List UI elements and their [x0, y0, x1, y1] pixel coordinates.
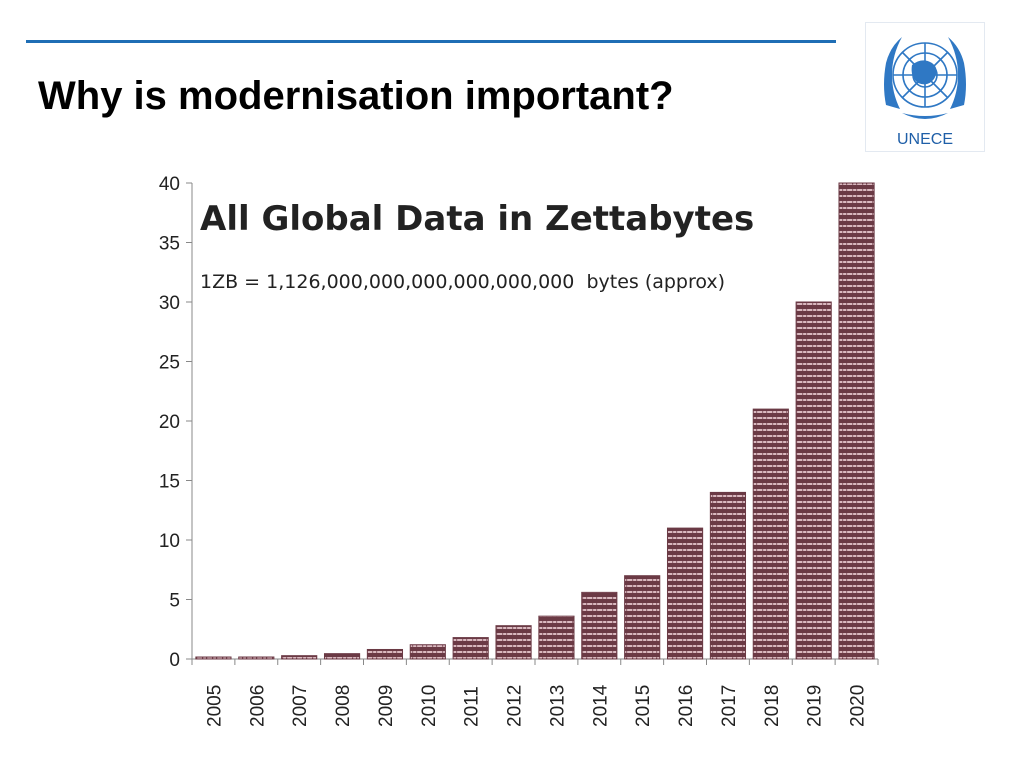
y-tick-label: 20	[159, 412, 180, 433]
y-tick-label: 25	[159, 353, 180, 374]
bar-2014	[581, 591, 618, 660]
top-rule	[26, 40, 836, 43]
bars	[195, 182, 875, 660]
y-tick-label: 10	[159, 531, 180, 552]
bar-2019	[795, 301, 832, 660]
x-tick-label: 2019	[805, 685, 826, 727]
x-tick-label: 2008	[333, 685, 354, 727]
x-tick-label: 2007	[290, 685, 311, 727]
y-tick-label: 5	[169, 591, 180, 612]
bar-2016	[666, 527, 704, 660]
x-axis: 2005 2006 2007 2008 2009 2010 2011 2012 2013 2014…	[191, 658, 879, 727]
x-tick-label: 2009	[376, 685, 397, 727]
bar-2012	[495, 625, 532, 660]
y-tick-label: 35	[159, 234, 180, 255]
y-tick-label: 40	[159, 174, 180, 195]
x-tick-label: 2005	[204, 685, 225, 727]
bar-2011	[452, 637, 489, 660]
bar-2013	[538, 615, 575, 660]
bar-2007	[281, 655, 318, 660]
x-tick-label: 2015	[633, 685, 654, 727]
bar-2015	[624, 575, 661, 660]
x-tick-label: 2014	[590, 684, 611, 727]
y-tick-label: 15	[159, 472, 180, 493]
bar-2018	[752, 408, 789, 660]
chart-subtitle: 1ZB = 1,126,000,000,000,000,000,000 byte…	[200, 271, 725, 293]
slide-title: Why is modernisation important?	[38, 74, 674, 118]
bar-2009	[366, 648, 404, 660]
x-tick-label: 2013	[547, 685, 568, 727]
bar-2017	[709, 491, 747, 660]
bar-2008	[323, 653, 361, 660]
bar-2005	[195, 656, 232, 660]
x-tick-label: 2018	[762, 685, 783, 727]
x-tick-label: 2011	[462, 686, 483, 727]
chart-title: All Global Data in Zettabytes	[200, 199, 754, 239]
y-tick-label: 0	[169, 650, 180, 671]
y-axis: 0 5 10 15 20 25 30 35 40	[159, 174, 193, 671]
un-emblem-icon	[884, 37, 966, 119]
x-tick-label: 2017	[719, 685, 740, 727]
x-tick-label: 2016	[676, 685, 697, 727]
x-tick-label: 2006	[247, 685, 268, 727]
x-tick-label: 2012	[505, 685, 526, 727]
logo-text: UNECE	[896, 131, 953, 148]
bar-2010	[409, 644, 446, 660]
bar-2020	[838, 182, 875, 660]
x-tick-label: 2010	[419, 685, 440, 727]
y-tick-label: 30	[159, 293, 180, 314]
x-tick-label: 2020	[848, 685, 869, 727]
unece-logo: UNECE	[865, 22, 985, 152]
bar-2006	[238, 656, 275, 660]
